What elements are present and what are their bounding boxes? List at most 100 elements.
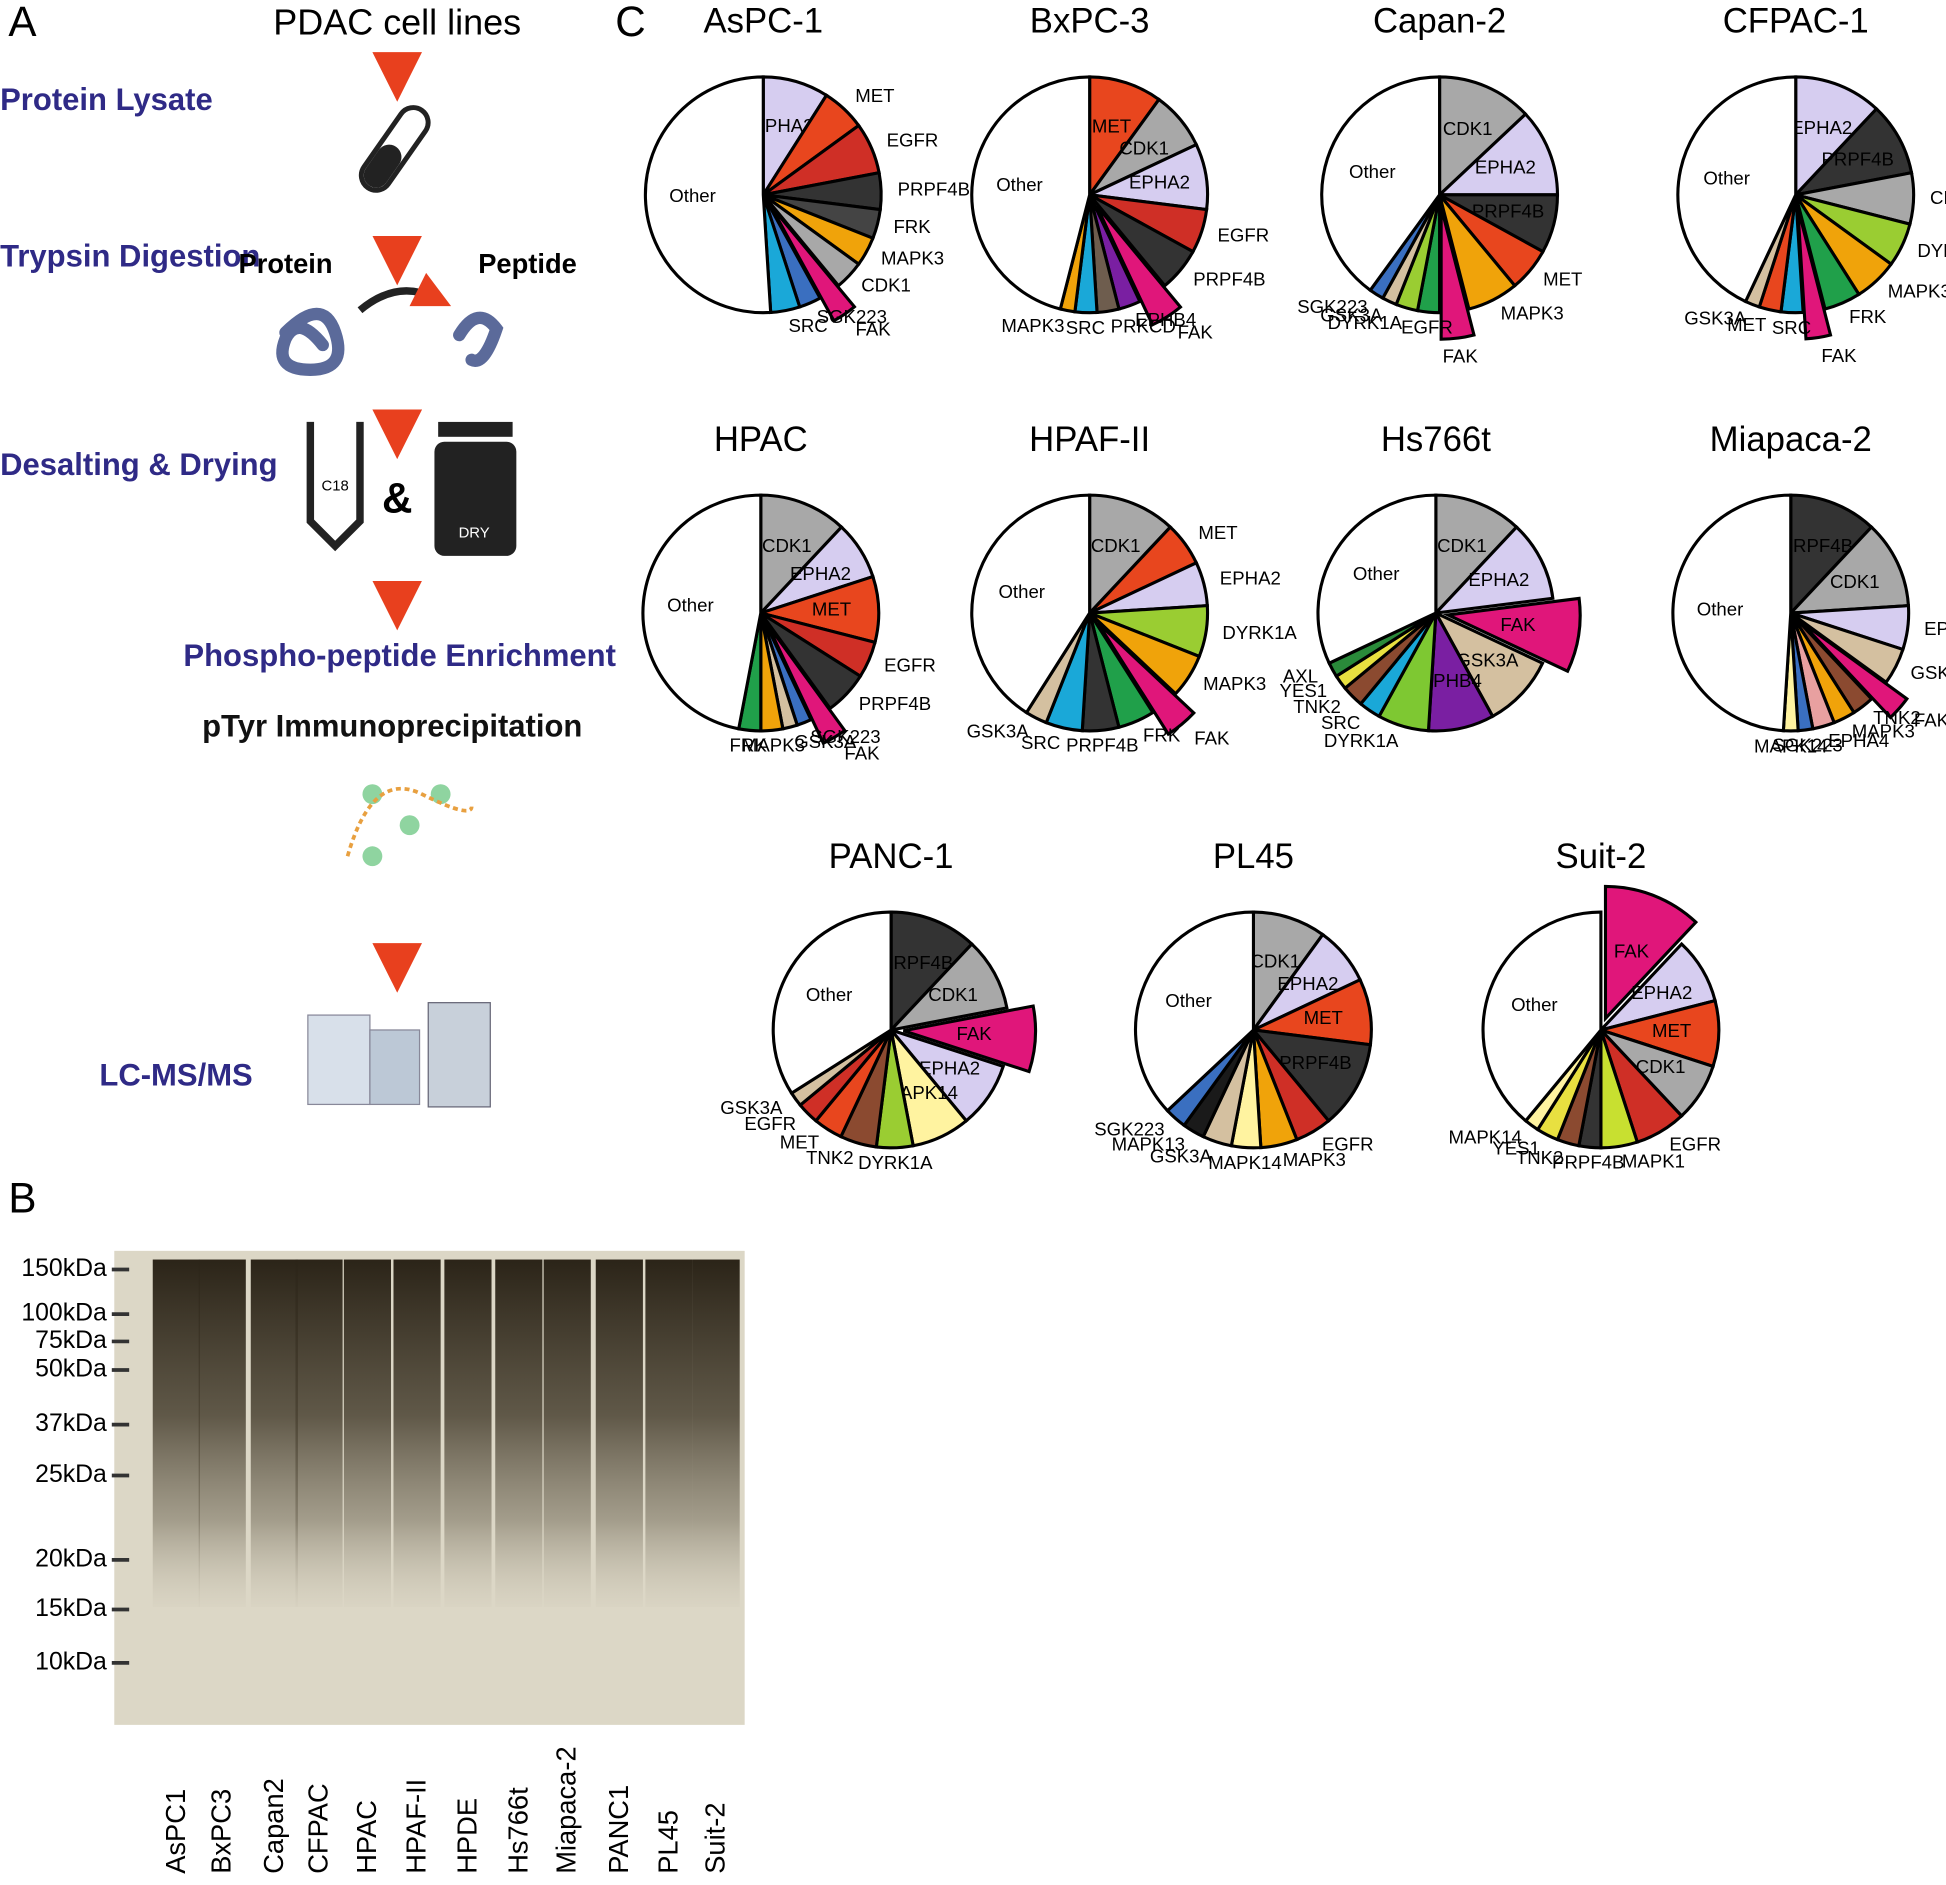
slice-label: Other (1353, 563, 1400, 584)
marker-label: 20kDa (35, 1545, 107, 1572)
slice-label: Other (1165, 990, 1212, 1011)
slice-label: GSK3A (1150, 1146, 1213, 1167)
slice-label: PRPF4B (1822, 149, 1894, 170)
slice-label: MAPK3 (1203, 673, 1266, 694)
slice-label: EPHB4 (1421, 670, 1482, 691)
slice-label: DYRK1A (1324, 730, 1399, 751)
slice-label: DYRK1A (1328, 312, 1403, 333)
slice-label: EPHA2 (1129, 172, 1190, 193)
slice-label: MAPK1 (1622, 1151, 1685, 1172)
lane-label: Suit-2 (700, 1802, 731, 1873)
pie-title: AsPC-1 (703, 3, 823, 41)
pie-title: Capan-2 (1373, 3, 1506, 41)
slice-label: Other (806, 984, 853, 1005)
pie-slice (1094, 204, 1183, 327)
slice-label: CDK1 (1930, 187, 1946, 208)
slice-label: EPHA2 (1631, 982, 1692, 1003)
pie-slice (1096, 621, 1196, 737)
pie-slice (1676, 75, 1798, 304)
pie-slice (886, 941, 1009, 1033)
blot-lane (198, 1259, 246, 1607)
slice-label: PRPF4B (898, 179, 970, 200)
slice-label: EGFR (884, 654, 936, 675)
workflow-step: LC-MS/MS (99, 1057, 252, 1092)
icon-label: Peptide (478, 248, 577, 279)
marker-label: 75kDa (35, 1327, 107, 1354)
slice-label: FRK (730, 735, 768, 756)
workflow-step: Phospho-peptide Enrichment (183, 638, 616, 673)
pie-title: PANC-1 (829, 838, 954, 876)
pie-slice (1796, 206, 1833, 341)
slice-label: MET (1652, 1020, 1691, 1041)
slice-label: SGK223 (1772, 734, 1842, 755)
icon-label: & (382, 474, 412, 521)
workflow-title: PDAC cell lines (273, 1, 521, 42)
panel-label: A (8, 0, 37, 45)
pie-slice (903, 1004, 1038, 1074)
icon-label: Protein (239, 248, 333, 279)
slice-label: EPHA2 (790, 563, 851, 584)
slice-label: EPHA2 (1468, 569, 1529, 590)
workflow-step: Trypsin Digestion (0, 238, 260, 273)
slice-label: TNK2 (1516, 1147, 1564, 1168)
slice-label: GSK3A (1456, 649, 1519, 670)
blot-lane (343, 1259, 392, 1607)
marker-label: 150kDa (21, 1255, 107, 1282)
pie-slice (641, 493, 763, 731)
blot-lane (393, 1259, 441, 1607)
slice-label: EGFR (1217, 224, 1269, 245)
slice-label: PRPF4B (1472, 200, 1544, 221)
blot-lane (152, 1259, 200, 1607)
slice-label: FAK (1914, 710, 1946, 731)
marker-label: 25kDa (35, 1461, 107, 1488)
slice-label: Other (1349, 161, 1396, 182)
pie-title: BxPC-3 (1030, 3, 1150, 41)
slice-label: GSK3A (720, 1097, 783, 1118)
slice-label: GSK3A (794, 731, 857, 752)
blot-lane (444, 1259, 492, 1607)
workflow-step: Desalting & Drying (0, 447, 277, 482)
slice-label: CDK1 (928, 984, 978, 1005)
slice-label: EPHA2 (753, 115, 814, 136)
slice-label: SRC (1321, 712, 1360, 733)
slice-label: SGK223 (1094, 1119, 1164, 1140)
blot-lane (595, 1259, 643, 1607)
pie-slice (1320, 75, 1442, 293)
slice-label: CDK1 (1091, 535, 1141, 556)
slice-label: CDK1 (1636, 1056, 1686, 1077)
blot-lane (543, 1259, 591, 1607)
slice-label: CDK1 (1443, 118, 1493, 139)
marker-label: 50kDa (35, 1356, 107, 1383)
slice-label: PRPF4B (1066, 735, 1138, 756)
lane-label: PANC1 (603, 1785, 634, 1874)
pie-title: Suit-2 (1556, 838, 1647, 876)
slice-label: PRPF4B (1552, 1152, 1624, 1173)
pie-slice (1088, 493, 1173, 617)
blot-lane (692, 1259, 740, 1607)
pie-slice (1134, 910, 1255, 1113)
pie-slice (889, 910, 974, 1034)
slice-label: Other (1697, 599, 1744, 620)
slice-label: MET (780, 1131, 819, 1152)
slice-label: SGK223 (817, 306, 887, 327)
pie-slice (1438, 193, 1517, 311)
slice-label: DYRK1A (1917, 240, 1946, 261)
slice-label: GSK3A (967, 721, 1030, 742)
marker-label: 37kDa (35, 1410, 107, 1437)
pie-title: HPAC (714, 421, 808, 459)
slice-label: PRPF4B (1279, 1052, 1351, 1073)
workflow-step: pTyr Immunoprecipitation (202, 709, 582, 744)
slice-label: Other (667, 594, 714, 615)
slice-label: SGK223 (1297, 296, 1367, 317)
marker-label: 15kDa (35, 1595, 107, 1622)
slice-label: PRPF4B (881, 952, 953, 973)
pie-slice (1438, 75, 1528, 199)
pie-slice (1431, 524, 1555, 616)
slice-label: MAPK3 (1852, 721, 1915, 742)
slice-label: MAPK3 (881, 247, 944, 268)
pie-title: HPAF-II (1029, 421, 1150, 459)
slice-label: MAPK3 (1501, 302, 1564, 323)
slice-label: FAK (1614, 941, 1650, 962)
slice-label: MET (1198, 522, 1237, 543)
slice-label: GSK3A (1684, 308, 1747, 329)
